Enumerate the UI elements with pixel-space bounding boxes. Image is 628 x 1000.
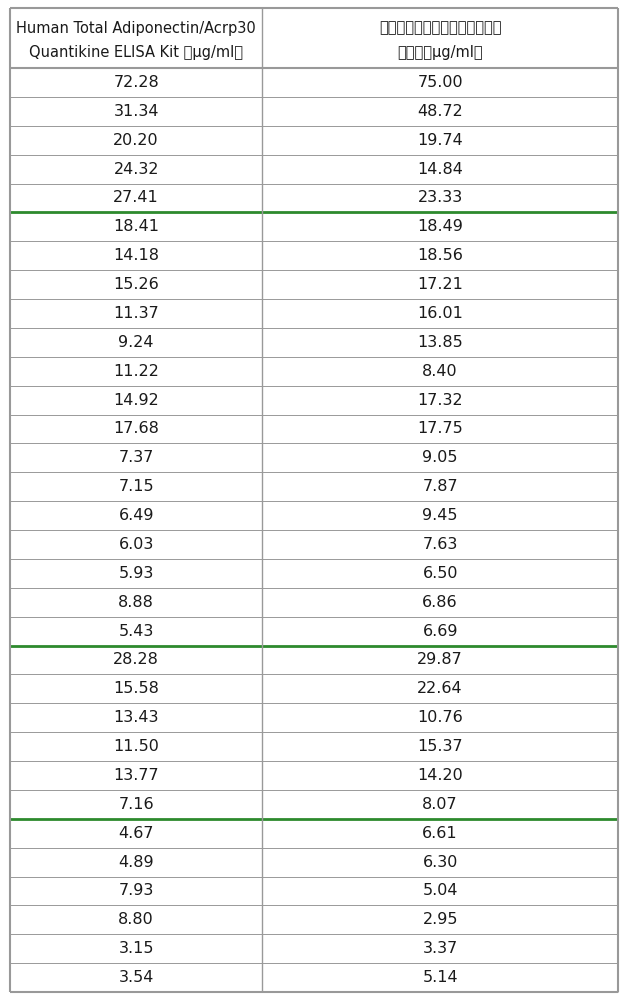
Text: 5.04: 5.04 <box>423 883 458 898</box>
Text: 6.30: 6.30 <box>423 855 458 870</box>
Text: 72.28: 72.28 <box>113 75 159 90</box>
Text: 28.28: 28.28 <box>113 652 159 667</box>
Text: Human Total Adiponectin/Acrp30: Human Total Adiponectin/Acrp30 <box>16 20 256 35</box>
Text: 2.95: 2.95 <box>423 912 458 927</box>
Text: 14.18: 14.18 <box>113 248 159 263</box>
Text: 4.67: 4.67 <box>119 826 154 841</box>
Text: 17.75: 17.75 <box>417 421 463 436</box>
Text: 7.16: 7.16 <box>118 797 154 812</box>
Text: 18.49: 18.49 <box>417 219 463 234</box>
Text: 6.49: 6.49 <box>119 508 154 523</box>
Text: 17.21: 17.21 <box>417 277 463 292</box>
Text: 7.87: 7.87 <box>423 479 458 494</box>
Text: 15.37: 15.37 <box>418 739 463 754</box>
Text: 10.76: 10.76 <box>417 710 463 725</box>
Text: 8.88: 8.88 <box>118 595 154 610</box>
Text: 15.26: 15.26 <box>113 277 159 292</box>
Text: 6.86: 6.86 <box>423 595 458 610</box>
Text: 15.58: 15.58 <box>113 681 159 696</box>
Text: Quantikine ELISA Kit （μg/ml）: Quantikine ELISA Kit （μg/ml） <box>29 44 243 60</box>
Text: 18.56: 18.56 <box>417 248 463 263</box>
Text: 14.84: 14.84 <box>417 162 463 177</box>
Text: 5.43: 5.43 <box>119 624 154 639</box>
Text: 7.93: 7.93 <box>119 883 154 898</box>
Text: 8.07: 8.07 <box>423 797 458 812</box>
Text: 9.05: 9.05 <box>423 450 458 465</box>
Text: 6.50: 6.50 <box>423 566 458 581</box>
Text: 27.41: 27.41 <box>113 190 159 205</box>
Text: 8.80: 8.80 <box>118 912 154 927</box>
Text: 试剂盒（μg/ml）: 试剂盒（μg/ml） <box>398 44 483 60</box>
Text: 8.40: 8.40 <box>423 364 458 379</box>
Text: 6.61: 6.61 <box>423 826 458 841</box>
Text: 17.32: 17.32 <box>418 393 463 408</box>
Text: 6.69: 6.69 <box>423 624 458 639</box>
Text: 11.22: 11.22 <box>113 364 159 379</box>
Text: 48.72: 48.72 <box>417 104 463 119</box>
Text: 7.37: 7.37 <box>119 450 154 465</box>
Text: 20.20: 20.20 <box>113 133 159 148</box>
Text: 3.54: 3.54 <box>119 970 154 985</box>
Text: 19.74: 19.74 <box>417 133 463 148</box>
Text: 13.85: 13.85 <box>417 335 463 350</box>
Text: 14.20: 14.20 <box>417 768 463 783</box>
Text: 75.00: 75.00 <box>418 75 463 90</box>
Text: 3.15: 3.15 <box>119 941 154 956</box>
Text: 6.03: 6.03 <box>119 537 154 552</box>
Text: 13.77: 13.77 <box>113 768 159 783</box>
Text: 3.37: 3.37 <box>423 941 458 956</box>
Text: 13.43: 13.43 <box>114 710 159 725</box>
Text: 31.34: 31.34 <box>114 104 159 119</box>
Text: 17.68: 17.68 <box>113 421 159 436</box>
Text: 11.37: 11.37 <box>113 306 159 321</box>
Text: 22.64: 22.64 <box>418 681 463 696</box>
Text: 29.87: 29.87 <box>417 652 463 667</box>
Text: 4.89: 4.89 <box>118 855 154 870</box>
Text: 9.24: 9.24 <box>119 335 154 350</box>
Text: 18.41: 18.41 <box>113 219 159 234</box>
Text: 脂联素微粒子化学发光免疫检测: 脂联素微粒子化学发光免疫检测 <box>379 20 501 35</box>
Text: 5.93: 5.93 <box>119 566 154 581</box>
Text: 7.63: 7.63 <box>423 537 458 552</box>
Text: 16.01: 16.01 <box>417 306 463 321</box>
Text: 7.15: 7.15 <box>118 479 154 494</box>
Text: 23.33: 23.33 <box>418 190 463 205</box>
Text: 14.92: 14.92 <box>113 393 159 408</box>
Text: 11.50: 11.50 <box>113 739 159 754</box>
Text: 24.32: 24.32 <box>114 162 159 177</box>
Text: 5.14: 5.14 <box>423 970 458 985</box>
Text: 9.45: 9.45 <box>423 508 458 523</box>
